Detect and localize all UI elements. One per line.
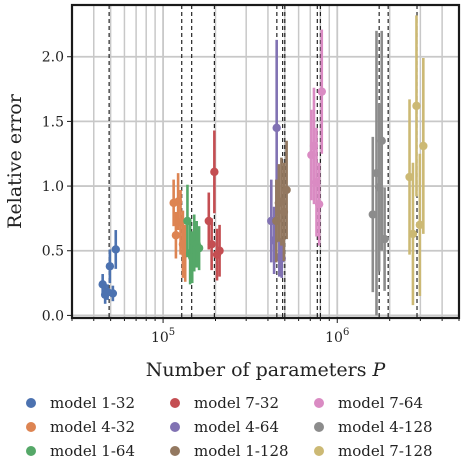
series-model-4-128 <box>368 30 389 316</box>
legend-label: model 7-32 <box>194 394 279 412</box>
data-point <box>408 229 418 239</box>
legend-entry: model 7-64 <box>314 394 423 412</box>
series-model-7-128 <box>405 15 428 306</box>
y-tick-label: 1.0 <box>42 179 64 195</box>
legend-label: model 1-64 <box>50 442 135 460</box>
legend-entry: model 7-32 <box>170 394 279 412</box>
legend-marker <box>314 422 324 432</box>
plot-frame <box>70 3 461 320</box>
y-tick-label: 1.5 <box>42 114 64 130</box>
legend-entry: model 1-64 <box>26 442 135 460</box>
data-point <box>405 172 414 182</box>
data-point <box>377 136 386 146</box>
legend-entry: model 1-32 <box>26 394 135 412</box>
series-model-4-32 <box>169 173 190 282</box>
legend-label: model 4-32 <box>50 418 135 436</box>
data-point <box>108 289 118 298</box>
x-tick-label: 106 <box>325 327 349 346</box>
legend: model 1-32 model 4-32 model 1-64 model 7-32… <box>0 392 469 472</box>
legend-entry: model 1-128 <box>170 442 289 460</box>
legend-label: model 7-64 <box>338 394 423 412</box>
legend-label: model 4-64 <box>194 418 279 436</box>
legend-marker <box>170 422 180 432</box>
data-point <box>380 234 389 244</box>
legend-marker <box>314 446 324 456</box>
y-axis-label: Relative error <box>4 93 26 229</box>
y-tick-label: 0.5 <box>42 244 64 260</box>
legend-marker <box>170 398 180 408</box>
data-point <box>105 262 115 271</box>
legend-entry: model 7-128 <box>314 442 433 460</box>
series-model-1-128 <box>272 140 291 263</box>
data-points <box>98 15 428 316</box>
data-point <box>412 101 421 111</box>
series-model-7-32 <box>204 130 224 281</box>
legend-label: model 7-128 <box>338 442 433 460</box>
y-tick-label: 2.0 <box>42 50 64 66</box>
series-model-1-32 <box>98 230 120 304</box>
y-tick-label: 0.0 <box>42 308 64 324</box>
data-point <box>282 185 291 195</box>
data-point <box>368 210 378 219</box>
legend-entry: model 4-32 <box>26 418 135 436</box>
legend-entry: model 4-128 <box>314 418 433 436</box>
data-point <box>215 246 224 255</box>
axis-ticks: 0.0 0.5 1.0 1.5 2.0 105 106 <box>42 50 460 346</box>
series-model-7-64 <box>307 29 326 246</box>
data-point <box>272 123 281 133</box>
data-point <box>111 245 120 254</box>
legend-label: model 1-32 <box>50 394 135 412</box>
data-point <box>317 87 326 96</box>
legend-label: model 4-128 <box>338 418 433 436</box>
grid-lines <box>71 5 460 318</box>
data-point <box>314 199 324 209</box>
data-point <box>207 240 216 249</box>
data-point <box>194 243 204 253</box>
legend-marker <box>26 422 36 432</box>
x-tick-label: 105 <box>151 327 175 346</box>
chart-canvas: 0.0 0.5 1.0 1.5 2.0 105 106 Number of paramete… <box>4 3 461 381</box>
legend-marker <box>170 446 180 456</box>
legend-marker <box>26 398 36 408</box>
data-point <box>415 220 425 230</box>
series-model-1-64 <box>183 184 204 285</box>
data-point <box>419 141 428 151</box>
data-point <box>171 231 181 240</box>
legend-entry: model 4-64 <box>170 418 279 436</box>
legend-label: model 1-128 <box>194 442 289 460</box>
legend-marker <box>314 398 324 408</box>
x-axis-label: Number of parameters P <box>146 359 387 381</box>
legend-marker <box>26 446 36 456</box>
data-point <box>210 167 219 177</box>
